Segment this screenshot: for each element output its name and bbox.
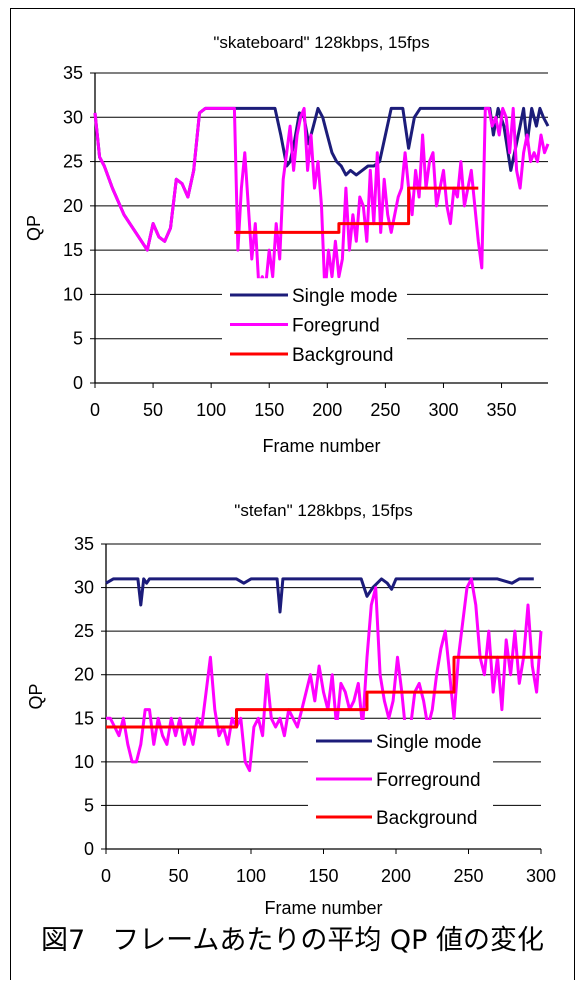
x-axis-label: Frame number — [262, 436, 380, 456]
y-axis-label: QP — [26, 683, 46, 709]
x-tick-label: 250 — [370, 400, 400, 420]
chart-stefan: "stefan" 128kbps, 15fps 0 5 10 15 20 25 30 35 0 50… — [26, 501, 556, 918]
y-tick-label: 0 — [73, 373, 83, 393]
x-axis-label: Frame number — [264, 898, 382, 918]
legend-label: Foregrund — [292, 316, 380, 337]
legend-label: Single mode — [292, 286, 398, 307]
y-tick-label: 20 — [63, 196, 83, 216]
y-tick-label: 25 — [63, 152, 83, 172]
x-tick-label: 150 — [254, 400, 284, 420]
chart-title: "stefan" 128kbps, 15fps — [234, 501, 412, 520]
series-line-single-mode — [105, 577, 534, 614]
y-tick-label: 15 — [63, 240, 83, 260]
series-line-background — [106, 655, 541, 729]
legend-label: Background — [376, 808, 477, 829]
y-tick-label: 30 — [63, 107, 83, 127]
x-tick-label: 300 — [428, 400, 458, 420]
series-line-foregrund — [93, 106, 550, 296]
y-tick-label: 5 — [84, 795, 94, 815]
x-tick-label: 50 — [143, 400, 163, 420]
figure-frame — [10, 8, 575, 980]
y-tick-label: 10 — [74, 752, 94, 772]
figure-caption: 図7 フレームあたりの平均 QP 値の変化 — [40, 925, 545, 956]
y-tick-label: 35 — [63, 63, 83, 83]
series-line-background — [234, 186, 479, 234]
y-tick-label: 30 — [74, 578, 94, 598]
y-axis-label: QP — [24, 215, 44, 241]
chart-skateboard: "skateboard" 128kbps, 15fps 0 5 10 15 20 25 30 3… — [24, 33, 550, 456]
y-tick-label: 20 — [74, 665, 94, 685]
series-line-forreground — [106, 577, 543, 773]
y-tick-label: 35 — [74, 534, 94, 554]
chart-title: "skateboard" 128kbps, 15fps — [213, 33, 429, 52]
y-tick-label: 10 — [63, 284, 83, 304]
x-tick-label: 100 — [196, 400, 226, 420]
x-tick-label: 300 — [526, 866, 556, 886]
x-tick-label: 150 — [308, 866, 338, 886]
x-tick-label: 100 — [236, 866, 266, 886]
x-tick-label: 200 — [381, 866, 411, 886]
y-tick-label: 15 — [74, 708, 94, 728]
x-tick-label: 250 — [453, 866, 483, 886]
x-tick-label: 350 — [487, 400, 517, 420]
x-tick-label: 0 — [90, 400, 100, 420]
x-tick-label: 50 — [168, 866, 188, 886]
y-tick-label: 25 — [74, 621, 94, 641]
legend-label: Single mode — [376, 732, 482, 753]
y-tick-label: 0 — [84, 839, 94, 859]
legend-label: Forreground — [376, 770, 481, 791]
y-tick-label: 5 — [73, 329, 83, 349]
x-tick-label: 200 — [312, 400, 342, 420]
legend-label: Background — [292, 345, 393, 366]
x-tick-label: 0 — [101, 866, 111, 886]
